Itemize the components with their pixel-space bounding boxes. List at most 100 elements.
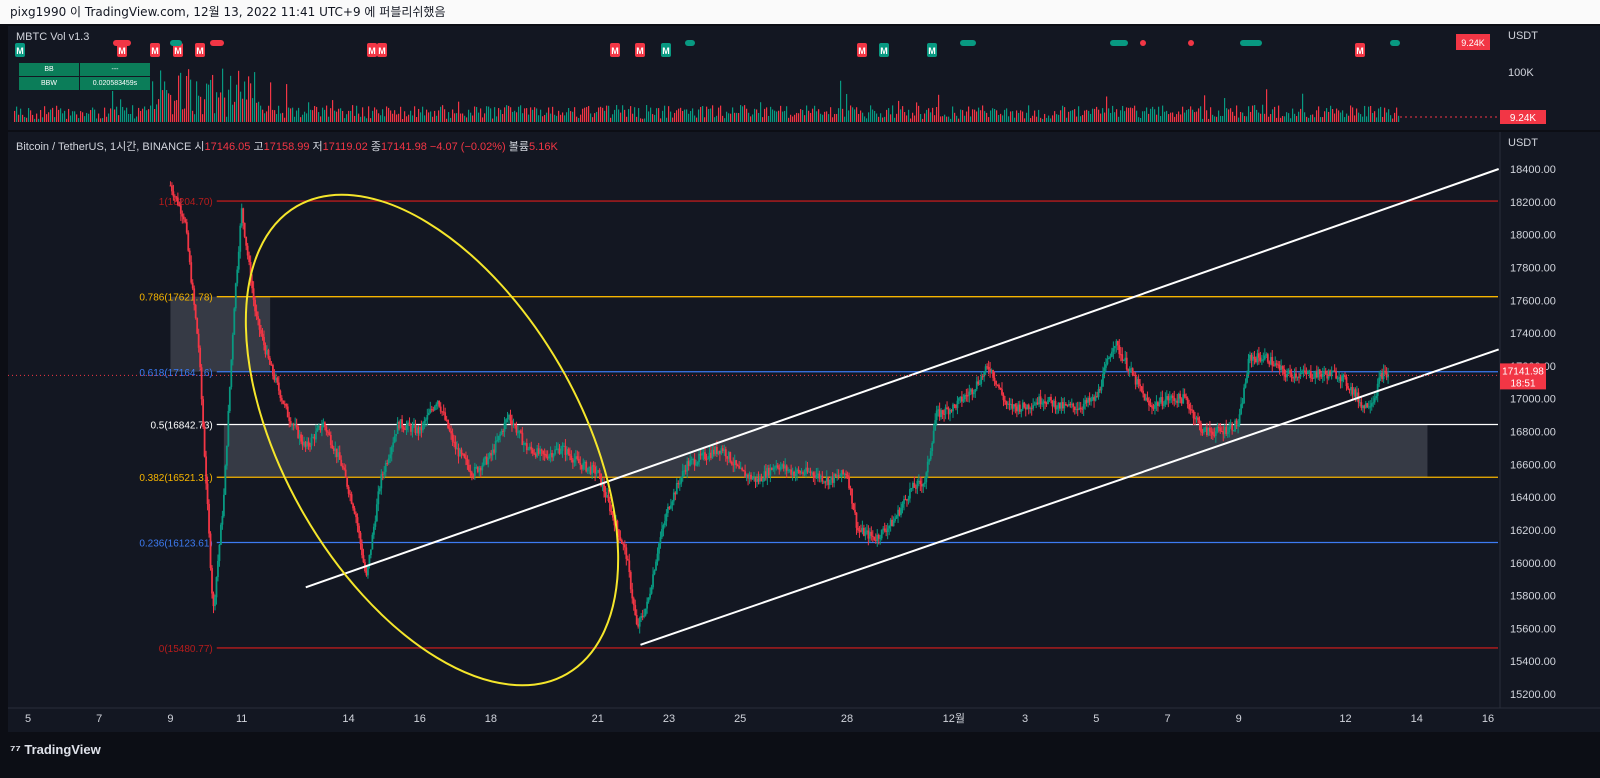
candle-body — [1367, 406, 1370, 408]
candle-body — [576, 456, 579, 459]
candle-body — [904, 499, 907, 501]
candle-body — [778, 467, 781, 470]
main-chart-pane[interactable] — [8, 132, 1600, 732]
candle-body — [634, 605, 637, 616]
volume-bar — [738, 113, 740, 122]
candle-body — [747, 474, 749, 479]
volume-bar — [524, 108, 526, 122]
volume-bar — [934, 115, 936, 122]
volume-bar — [92, 107, 94, 122]
candle-body — [1250, 354, 1253, 361]
candle-body — [858, 530, 861, 532]
chart-canvas[interactable]: 15200.0015400.0015600.0015800.0016000.00… — [0, 0, 1600, 734]
candle-body — [282, 400, 285, 404]
volume-bar — [1216, 116, 1218, 122]
marker-letter: M — [151, 46, 159, 56]
volume-bar — [414, 106, 416, 122]
volume-bar — [182, 109, 184, 122]
volume-bar — [42, 117, 44, 122]
volume-bar — [390, 110, 392, 122]
indicator-unit-label: USDT — [1508, 30, 1538, 42]
volume-bar — [294, 116, 296, 122]
candle-body — [1271, 357, 1274, 366]
volume-bar — [782, 111, 784, 122]
candle-body — [1210, 431, 1213, 433]
candle-body — [996, 384, 999, 386]
candle-body — [227, 410, 230, 446]
volume-bar — [330, 108, 332, 122]
x-tick-label: 9 — [1236, 713, 1242, 725]
x-tick-label: 23 — [663, 713, 675, 725]
volume-bar — [432, 116, 434, 122]
candle-body — [1255, 358, 1257, 363]
candle-body — [966, 395, 969, 397]
volume-bar — [1398, 115, 1400, 122]
candle-body — [454, 441, 457, 450]
volume-bar — [292, 107, 294, 122]
volume-bar — [1296, 116, 1298, 122]
volume-bar — [50, 109, 52, 122]
volume-bar — [952, 106, 954, 122]
tradingview-logo[interactable]: ⁷⁷ TradingView — [10, 742, 101, 757]
candle-body — [661, 529, 663, 538]
candle-body — [885, 530, 888, 533]
volume-bar — [1238, 117, 1240, 122]
marker-badge — [367, 43, 377, 57]
candle-body — [1054, 400, 1057, 410]
candle-body — [1050, 396, 1052, 401]
candle-body — [325, 426, 328, 432]
signal-pill — [1240, 40, 1262, 46]
volume-bar — [76, 114, 78, 122]
volume-bar — [974, 109, 976, 122]
volume-bar — [1120, 110, 1122, 122]
candle-body — [750, 474, 752, 480]
volume-bar — [1374, 111, 1376, 122]
candle-body — [952, 404, 954, 412]
volume-bar — [1350, 105, 1352, 122]
candle-body — [1038, 396, 1041, 405]
volume-bar — [372, 110, 374, 122]
candle-body — [603, 483, 605, 493]
y-tick-label: 18200.00 — [1510, 197, 1556, 209]
indicator-pane[interactable] — [8, 26, 1600, 130]
marker-letter: M — [928, 46, 936, 56]
candle-body — [338, 452, 341, 460]
volume-bar — [474, 106, 476, 122]
volume-bar — [784, 110, 786, 122]
volume-bar — [1050, 118, 1052, 122]
candle-body — [629, 572, 632, 590]
volume-bar — [140, 110, 142, 122]
candle-body — [487, 457, 490, 465]
candle-body — [184, 219, 187, 223]
volume-bar — [630, 106, 632, 122]
volume-bar — [1308, 117, 1310, 122]
volume-bar — [440, 106, 442, 122]
candle-body — [839, 476, 842, 478]
candle-body — [331, 444, 334, 449]
candle-body — [897, 509, 899, 517]
candle-body — [861, 527, 864, 532]
high-label: 고 — [253, 141, 264, 153]
candle-body — [1305, 372, 1308, 375]
volume-bar — [906, 115, 908, 122]
candle-body — [185, 222, 188, 233]
volume-bar — [742, 106, 744, 122]
candle-body — [955, 404, 957, 409]
volume-bar — [1058, 114, 1060, 122]
candle-body — [922, 483, 925, 487]
volume-bar — [642, 118, 644, 122]
volume-bar — [1018, 112, 1020, 122]
candle-body — [1154, 405, 1156, 409]
volume-bar — [596, 111, 598, 122]
volume-bar — [716, 115, 718, 122]
volume-bar — [1056, 114, 1058, 122]
volume-bar — [142, 108, 144, 122]
candle-body — [742, 470, 745, 472]
volume-bar — [206, 83, 208, 122]
candle-body — [708, 452, 711, 459]
volume-bar — [1200, 106, 1202, 122]
volume-bar — [678, 108, 680, 122]
volume-bar — [942, 116, 944, 122]
candle-body — [1091, 397, 1094, 400]
volume-bar — [1292, 108, 1294, 122]
